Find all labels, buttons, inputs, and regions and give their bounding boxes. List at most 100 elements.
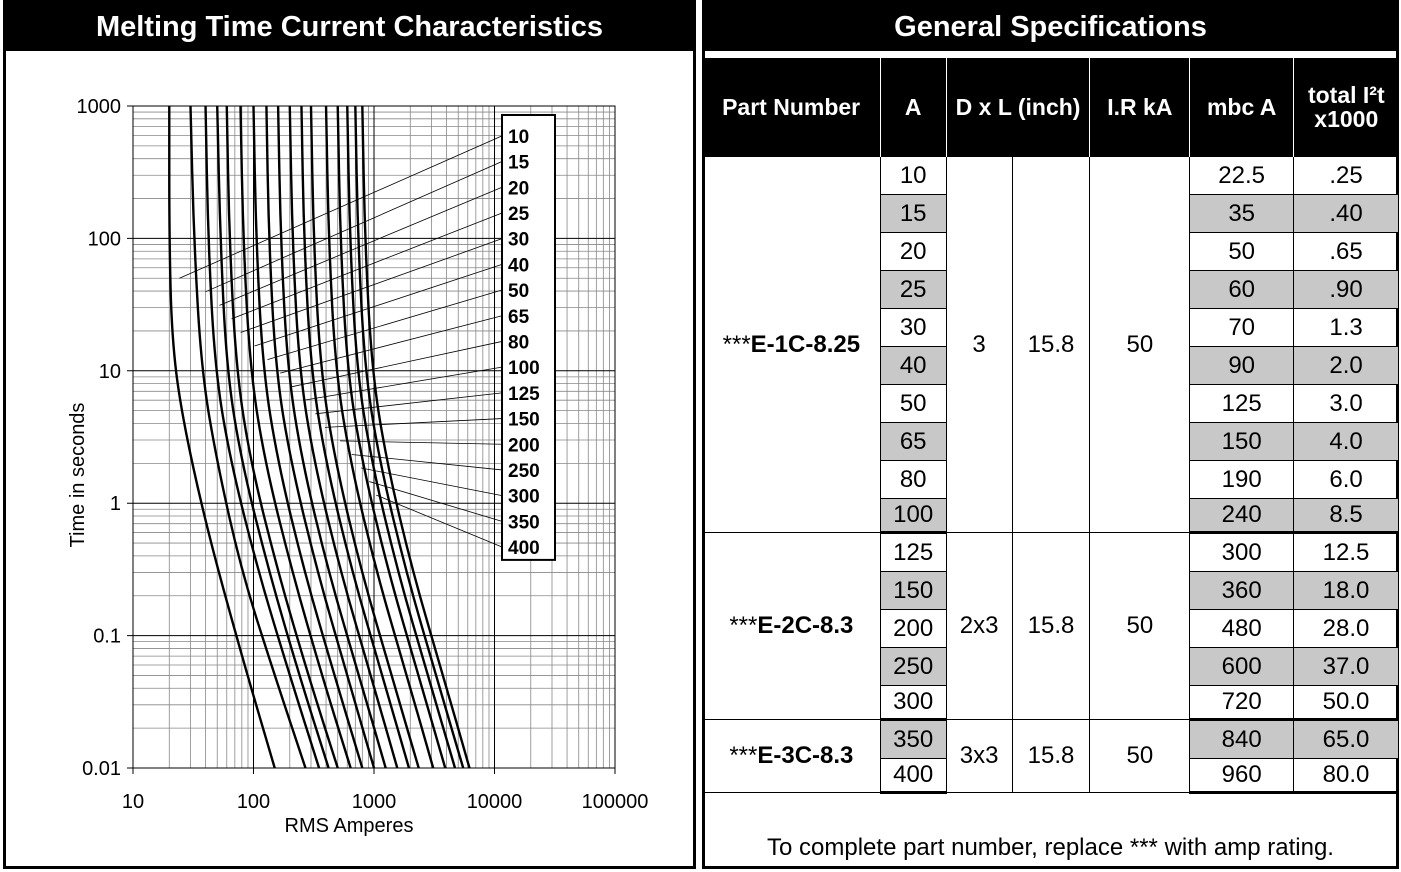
mbc-cell: 35	[1189, 194, 1295, 233]
curve-15	[189, 105, 307, 769]
leader-line	[280, 315, 503, 374]
table-row: 200 480 28.0	[703, 609, 1399, 648]
i2t-cell: 28.0	[1293, 609, 1399, 648]
i2t-cell: 3.0	[1293, 384, 1399, 423]
spec-panel: General Specifications Part Number A D x L…	[702, 0, 1399, 869]
part-number-text: E-3C-8.3	[757, 742, 854, 769]
curve-65	[265, 105, 376, 769]
legend-label-50: 50	[508, 281, 529, 302]
mbc-cell: 125	[1189, 384, 1295, 423]
legend-label-350: 350	[508, 512, 540, 533]
leader-line	[303, 366, 503, 401]
mbc-cell: 22.5	[1189, 156, 1295, 195]
i2t-cell: 1.3	[1293, 308, 1399, 347]
dxl-cell: 3x3	[945, 719, 1013, 793]
table-row: ***E-2C-8.3 125 2x3 15.8 50 300 12.5	[702, 532, 1399, 720]
mbc-cell: 90	[1189, 346, 1295, 385]
legend-label-300: 300	[508, 487, 540, 508]
table-row: 15 35.40	[703, 194, 1399, 233]
dxl-cell: 3	[945, 156, 1013, 533]
i2t-cell: 8.5	[1293, 498, 1399, 534]
x-axis-label: RMS Amperes	[285, 815, 414, 837]
legend-label-250: 250	[508, 461, 540, 482]
amp-cell: 10	[879, 156, 947, 195]
table-row: 150 360 18.0	[703, 571, 1399, 610]
i2t-cell: 6.0	[1293, 460, 1399, 499]
curve-50	[252, 105, 364, 769]
curve-400	[361, 105, 471, 769]
leader-line	[351, 454, 503, 471]
amp-cell: 65	[879, 422, 947, 461]
i2t-cell: 65.0	[1293, 719, 1399, 759]
curve-20	[204, 105, 321, 769]
amp-cell: 40	[879, 346, 947, 385]
length-cell: 15.8	[1011, 719, 1091, 793]
x-tick-label: 1000	[352, 791, 397, 813]
spec-title: General Specifications	[705, 3, 1396, 51]
table-row: 25 60.90	[703, 270, 1399, 309]
i2t-cell: 12.5	[1293, 532, 1399, 572]
table-row: ***E-3C-8.3 350 3x3 15.8 50 840 65.0	[702, 719, 1399, 793]
mbc-cell: 840	[1189, 719, 1295, 759]
mbc-cell: 300	[1189, 532, 1295, 572]
table-row: 40 90 2.0	[703, 346, 1399, 385]
mbc-cell: 720	[1189, 685, 1295, 721]
legend-label-30: 30	[508, 230, 529, 251]
legend-label-100: 100	[508, 358, 540, 379]
leader-line	[369, 481, 503, 522]
mbc-cell: 60	[1189, 270, 1295, 309]
i2t-cell: 4.0	[1293, 422, 1399, 461]
header-part-number: Part Number	[702, 58, 881, 157]
y-tick-label: 1000	[77, 96, 122, 118]
leader-line	[267, 289, 503, 360]
part-number-cell: ***E-3C-8.3	[702, 719, 881, 793]
leader-line	[361, 467, 503, 497]
curve-25	[216, 105, 330, 769]
length-cell: 15.8	[1011, 156, 1091, 533]
legend-label-65: 65	[508, 307, 530, 328]
x-tick-label: 100	[237, 791, 270, 813]
ir-cell: 50	[1089, 719, 1191, 793]
i2t-cell: .65	[1293, 232, 1399, 271]
legend-label-200: 200	[508, 435, 540, 456]
legend-label-15: 15	[508, 153, 530, 174]
table-row: 300 720 50.0	[703, 685, 1399, 721]
i2t-cell: .40	[1293, 194, 1399, 233]
i2t-cell: .90	[1293, 270, 1399, 309]
legend-label-20: 20	[508, 178, 529, 199]
legend-label-400: 400	[508, 538, 540, 559]
mbc-cell: 150	[1189, 422, 1295, 461]
tcc-chart: 10 100 1000 10000 1000000.010.11101001000RMS…	[67, 96, 649, 837]
part-number-stars: ***	[729, 612, 758, 639]
curve-200	[324, 105, 435, 769]
spec-note: To complete part number, replace *** wit…	[767, 834, 1334, 861]
y-tick-label: 1	[110, 493, 121, 515]
amp-cell: 350	[879, 719, 947, 759]
leader-line	[291, 341, 503, 388]
part-number-cell: ***E-2C-8.3	[702, 532, 881, 720]
i2t-cell: 80.0	[1293, 758, 1399, 794]
curve-10	[168, 106, 276, 769]
mbc-cell: 480	[1189, 609, 1295, 648]
table-row: 400 960 80.0	[703, 758, 1399, 794]
x-tick-label: 10	[122, 791, 144, 813]
legend-label-40: 40	[508, 255, 529, 276]
leader-line	[219, 186, 503, 306]
ir-cell: 50	[1089, 532, 1191, 720]
i2t-cell: 37.0	[1293, 647, 1399, 686]
table-row: 65 150 4.0	[703, 422, 1399, 461]
x-tick-label: 100000	[582, 791, 649, 813]
curve-40	[239, 105, 352, 769]
i2t-cell: 2.0	[1293, 346, 1399, 385]
amp-cell: 300	[879, 685, 947, 721]
curve-350	[354, 105, 465, 769]
mbc-cell: 960	[1189, 758, 1295, 794]
amp-cell: 20	[879, 232, 947, 271]
leader-line	[205, 161, 503, 293]
mbc-cell: 240	[1189, 498, 1295, 534]
legend-label-25: 25	[508, 204, 530, 225]
part-number-stars: ***	[722, 330, 751, 358]
table-row: ***E-1C-8.25 10 3 15.8 50 22.5.25	[702, 156, 1399, 533]
i2t-cell: 18.0	[1293, 571, 1399, 610]
plot-frame	[132, 105, 616, 769]
